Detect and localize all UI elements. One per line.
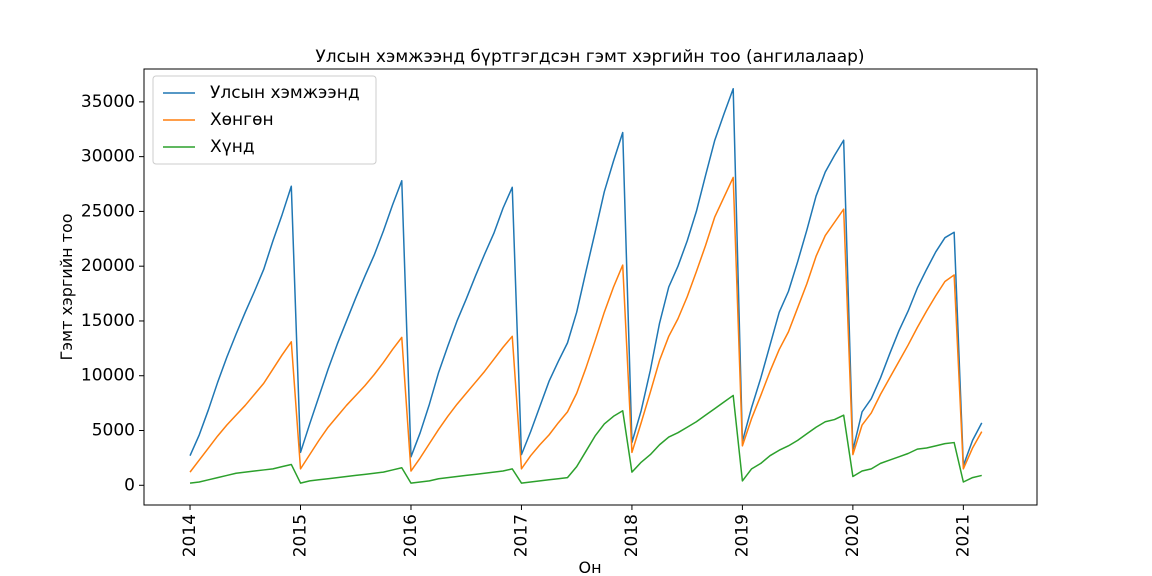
y-tick-label: 20000: [81, 256, 135, 276]
x-tick-label: 2017: [512, 514, 532, 557]
x-axis: 2014 2015 2016 2017 2018 2019 2020 2021: [180, 505, 973, 557]
series-line-1: [189, 87, 983, 467]
y-tick-label: 5000: [92, 421, 135, 441]
x-tick-label: 2015: [291, 514, 311, 557]
chart-title: Улсын хэмжээнд бүртгэгдсэн гэмт хэргийн …: [315, 47, 864, 67]
x-axis-label: Он: [578, 558, 601, 576]
y-tick-label: 0: [124, 475, 135, 495]
legend-label-1: Улсын хэмжээнд: [210, 83, 360, 103]
y-tick-label: 35000: [81, 92, 135, 112]
x-tick-label: 2020: [843, 514, 863, 557]
y-tick-label: 30000: [81, 147, 135, 167]
x-tick-label: 2018: [622, 514, 642, 557]
x-tick-label: 2019: [732, 514, 752, 557]
legend: Улсын хэмжээнд Хөнгөн Хүнд: [152, 75, 377, 165]
y-axis-label: Гэмт хэргийн тоо: [57, 213, 76, 360]
series-layer: [189, 87, 983, 484]
legend-label-3: Хүнд: [210, 137, 255, 157]
y-axis: 0 5000 10000 15000 20000 25000 30000 35000: [81, 92, 144, 495]
legend-items: Улсын хэмжээнд Хөнгөн Хүнд: [163, 83, 360, 157]
plot-area: 2014 2015 2016 2017 2018 2019 2020 2021 0 5000 10…: [81, 68, 1038, 557]
series-line-3: [189, 394, 982, 484]
x-tick-label: 2021: [953, 514, 973, 557]
y-tick-label: 15000: [81, 311, 135, 331]
series-line-2: [189, 176, 983, 473]
x-tick-label: 2014: [180, 514, 200, 557]
legend-frame: [152, 75, 377, 165]
plot-frame: [143, 68, 1038, 506]
y-tick-label: 25000: [81, 201, 135, 221]
x-tick-label: 2016: [401, 514, 421, 557]
y-tick-label: 10000: [81, 366, 135, 386]
legend-label-2: Хөнгөн: [210, 110, 274, 130]
